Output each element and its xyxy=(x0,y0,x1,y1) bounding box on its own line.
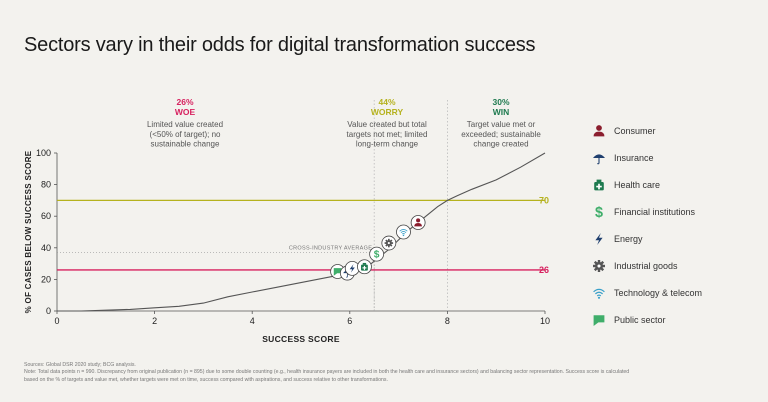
public-sector-icon xyxy=(592,313,614,327)
legend-label: Financial institutions xyxy=(614,206,696,217)
y-tick-label: 80 xyxy=(41,180,51,190)
zone-description-line: (<50% of target); no xyxy=(150,130,221,139)
sector-marker-circle xyxy=(410,215,426,230)
technology-telecom-icon xyxy=(399,229,408,237)
footer-note-line-1: Note: Total data points n = 990. Discrep… xyxy=(24,369,630,376)
insurance-icon xyxy=(593,153,605,164)
zone-woe: 26%WOE Limited value created(<50% of targ… xyxy=(147,97,223,149)
legend-label: Public sector xyxy=(614,314,666,325)
footer-notes: Sources: Global DSR 2020 study; BCG anal… xyxy=(24,362,746,384)
reference-line-label-26: 26 xyxy=(539,265,549,275)
sector-marker xyxy=(344,260,360,276)
zone-description-line: Limited value created xyxy=(147,120,223,129)
sector-legend: Consumer Insurance Health care $ Financial i… xyxy=(592,117,762,333)
page-title: Sectors vary in their odds for digital t… xyxy=(24,34,536,56)
legend-item-financial-institutions: $ Financial institutions xyxy=(592,198,762,225)
y-tick-label: 100 xyxy=(36,148,51,158)
legend-item-public-sector: Public sector xyxy=(592,306,762,333)
energy-icon xyxy=(349,264,355,273)
insurance-icon xyxy=(592,151,614,165)
zone-name: WIN xyxy=(493,107,510,117)
success-score-curve xyxy=(57,152,546,312)
y-axis-label: % OF CASES BELOW SUCCESS SCORE xyxy=(24,150,33,313)
x-tick-label: 2 xyxy=(152,316,157,326)
health-care-icon xyxy=(361,262,368,271)
financial-institutions-icon: $ xyxy=(595,205,603,219)
zone-description-line: Value created but total xyxy=(347,120,427,129)
legend-item-technology-telecom: Technology & telecom xyxy=(592,279,762,306)
industrial-goods-icon xyxy=(592,259,614,273)
financial-institutions-icon: $ xyxy=(374,250,380,261)
technology-telecom-icon xyxy=(593,288,605,299)
legend-label: Energy xyxy=(614,233,643,244)
sector-marker xyxy=(381,235,397,251)
health-care-icon xyxy=(592,178,614,192)
zone-description-line: sustainable change xyxy=(151,140,220,149)
industrial-goods-icon xyxy=(384,238,394,248)
legend-label: Technology & telecom xyxy=(614,287,703,298)
sector-marker-circle xyxy=(396,224,411,240)
zone-percent: 44% xyxy=(378,97,395,107)
sector-marker xyxy=(396,224,411,240)
x-tick-label: 4 xyxy=(250,316,255,326)
public-sector-icon xyxy=(593,314,605,326)
consumer-icon xyxy=(414,218,422,227)
x-tick-label: 8 xyxy=(445,316,450,326)
sector-marker-circle xyxy=(369,246,385,262)
x-tick-label: 10 xyxy=(540,316,550,326)
zone-description-line: exceeded; sustainable xyxy=(461,130,541,139)
energy-icon xyxy=(592,232,614,246)
legend-label: Industrial goods xyxy=(614,260,678,271)
svg-text:$: $ xyxy=(374,250,380,261)
legend-item-energy: Energy xyxy=(592,225,762,252)
y-tick-label: 20 xyxy=(41,274,51,284)
public-sector-icon xyxy=(333,268,342,276)
zone-description-line: long-term change xyxy=(356,140,419,149)
reference-line-label-70: 70 xyxy=(539,195,549,205)
footer-note-line-2: based on the % of targets and value met,… xyxy=(24,376,388,383)
legend-label: Health care xyxy=(614,179,661,190)
zone-name: WORRY xyxy=(371,107,404,117)
industrial-goods-icon xyxy=(592,259,606,272)
x-tick-label: 6 xyxy=(347,316,352,326)
health-care-icon xyxy=(594,179,604,190)
zone-percent: 30% xyxy=(492,97,509,107)
y-tick-label: 60 xyxy=(41,211,51,221)
zone-description-line: targets not met; limited xyxy=(347,130,428,139)
legend-label: Insurance xyxy=(614,152,654,163)
financial-institutions-icon: $ xyxy=(592,205,614,219)
sector-marker: $ xyxy=(369,246,385,262)
sector-marker xyxy=(410,215,426,230)
y-tick-label: 0 xyxy=(46,306,51,316)
footer-sources: Sources: Global DSR 2020 study; BCG anal… xyxy=(24,362,136,368)
energy-icon xyxy=(595,232,603,245)
x-axis-label: SUCCESS SCORE xyxy=(262,334,340,344)
zone-name: WOE xyxy=(175,107,196,117)
cross-industry-average-label: CROSS-INDUSTRY AVERAGE xyxy=(289,246,372,252)
legend-item-health-care: Health care xyxy=(592,171,762,198)
x-tick-label: 0 xyxy=(54,316,59,326)
legend-item-insurance: Insurance xyxy=(592,144,762,171)
zone-description-line: Target value met or xyxy=(467,120,536,129)
consumer-icon xyxy=(592,124,614,138)
technology-telecom-icon xyxy=(592,286,614,300)
legend-item-consumer: Consumer xyxy=(592,117,762,144)
legend-label: Consumer xyxy=(614,125,656,136)
sector-marker xyxy=(357,259,372,275)
y-tick-label: 40 xyxy=(41,243,51,253)
legend-item-industrial-goods: Industrial goods xyxy=(592,252,762,279)
svg-text:$: $ xyxy=(595,205,603,219)
consumer-icon xyxy=(593,124,605,136)
zone-percent: 26% xyxy=(176,97,193,107)
zone-description-line: change created xyxy=(473,140,528,149)
